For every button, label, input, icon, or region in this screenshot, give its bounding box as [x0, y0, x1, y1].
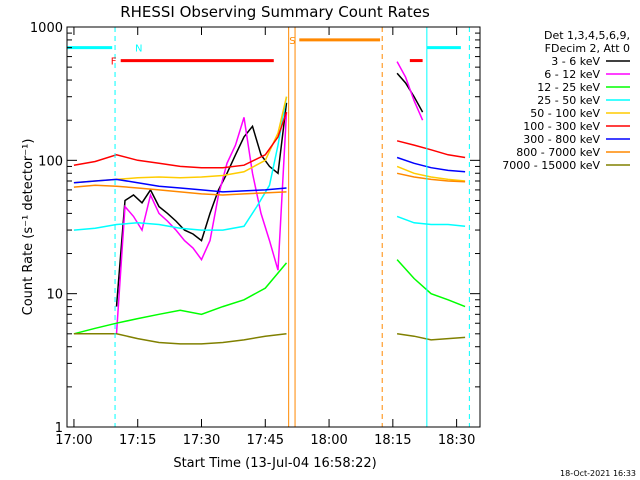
y-tick-label-100: 100 [38, 154, 63, 169]
state-label-f: F [111, 57, 117, 68]
series-line-300-800-kev-2 [396, 156, 466, 173]
series-line-800-7000-kev-1 [73, 184, 287, 196]
legend-label-50-100-kev: 50 - 100 keV [530, 107, 600, 120]
series-line-7000-15000-kev-1 [73, 333, 287, 345]
x-tick-label-1745: 17:45 [247, 433, 284, 448]
series-line-12-25-kev-2 [396, 259, 466, 308]
legend-label-25-50-kev: 25 - 50 keV [537, 94, 600, 107]
series-line-100-300-kev-2 [396, 140, 466, 159]
x-tick-label-1815: 18:15 [374, 433, 411, 448]
series-line-3-6-kev-1 [115, 102, 288, 307]
legend-header-1: Det 1,3,4,5,6,9, [544, 29, 630, 42]
x-tick-label-1830: 18:30 [438, 433, 475, 448]
x-axis-label: Start Time (13-Jul-04 16:58:22) [173, 456, 376, 471]
y-axis-label: Count Rate (s⁻¹ detector⁻¹) [21, 139, 36, 316]
series-line-25-50-kev-2 [396, 215, 466, 228]
series-line-50-100-kev-2 [396, 165, 466, 182]
x-tick-label-1715: 17:15 [119, 433, 156, 448]
legend-header-2: FDecim 2, Att 0 [545, 42, 630, 55]
series-line-6-12-kev-2 [396, 61, 424, 121]
y-tick-label-10: 10 [46, 288, 63, 303]
series-line-300-800-kev-1 [73, 178, 287, 193]
footer-date: 18-Oct-2021 16:33 [560, 469, 636, 478]
legend-label-12-25-kev: 12 - 25 keV [537, 81, 600, 94]
series-line-25-50-kev-1 [73, 96, 288, 231]
y-tick-label-1000: 1000 [30, 21, 63, 36]
legend-label-7000-15000-kev: 7000 - 15000 keV [502, 159, 600, 172]
plot-frame [66, 26, 481, 428]
state-label-n: N [135, 44, 142, 55]
state-label-s: S [289, 36, 295, 47]
series-line-800-7000-kev-2 [396, 172, 466, 183]
legend-label-6-12-kev: 6 - 12 keV [544, 68, 600, 81]
series-line-12-25-kev-1 [73, 262, 288, 335]
legend-label-300-800-kev: 300 - 800 keV [523, 133, 600, 146]
series-line-7000-15000-kev-2 [396, 333, 466, 341]
x-tick-label-1730: 17:30 [183, 433, 220, 448]
x-tick-label-1700: 17:00 [55, 433, 92, 448]
series-line-100-300-kev-1 [73, 111, 288, 169]
series-line-6-12-kev-1 [115, 112, 288, 334]
y-tick-label-1: 1 [55, 421, 63, 436]
chart-title: RHESSI Observing Summary Count Rates [120, 3, 430, 21]
legend-label-3-6-kev: 3 - 6 keV [551, 55, 600, 68]
legend-label-800-7000-kev: 800 - 7000 keV [516, 146, 600, 159]
x-tick-label-1800: 18:00 [310, 433, 347, 448]
legend-label-100-300-kev: 100 - 300 keV [523, 120, 600, 133]
